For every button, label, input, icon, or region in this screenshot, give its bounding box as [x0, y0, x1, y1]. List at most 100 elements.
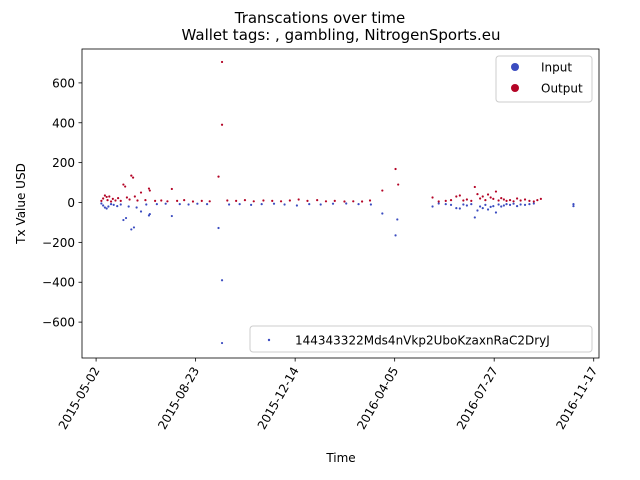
output-point — [226, 199, 229, 202]
output-point — [100, 199, 103, 203]
output-point — [130, 174, 133, 177]
input-point — [455, 206, 458, 210]
input-point — [572, 203, 575, 206]
output-point — [154, 199, 157, 203]
input-point — [127, 205, 130, 208]
input-point — [130, 228, 133, 231]
input-point — [148, 212, 151, 216]
input-point — [196, 202, 199, 205]
input-point — [479, 205, 482, 208]
input-point — [122, 218, 125, 222]
input-point — [145, 203, 148, 206]
output-point — [444, 199, 447, 203]
input-point — [124, 216, 128, 220]
output-point — [532, 200, 535, 203]
input-point — [109, 203, 113, 206]
output-point — [139, 191, 143, 194]
input-point — [502, 204, 505, 207]
output-point — [381, 189, 384, 192]
output-point — [103, 194, 106, 197]
input-point — [308, 203, 311, 206]
legend-output-marker — [511, 84, 519, 92]
output-point — [539, 197, 542, 201]
output-point — [252, 200, 255, 203]
output-series — [100, 60, 542, 203]
legend-input-marker — [511, 63, 519, 71]
output-point — [160, 199, 163, 202]
output-point — [131, 176, 135, 179]
input-point — [484, 203, 487, 206]
input-point — [473, 216, 476, 219]
output-point — [397, 183, 400, 186]
output-point — [449, 199, 453, 202]
input-point — [272, 202, 276, 205]
output-point — [133, 195, 136, 198]
output-point — [243, 199, 247, 202]
input-point — [102, 204, 105, 207]
plot-area — [81, 48, 600, 359]
input-point — [476, 209, 479, 212]
input-point — [155, 203, 158, 206]
output-point — [208, 200, 211, 203]
input-point — [164, 202, 167, 205]
output-point — [519, 199, 522, 202]
output-point — [479, 197, 482, 200]
output-point — [105, 195, 108, 199]
input-point — [107, 205, 110, 208]
output-point — [394, 167, 397, 171]
legend-output-label: Output — [541, 82, 583, 96]
input-point — [458, 207, 461, 210]
input-point — [497, 203, 500, 206]
x-tick-label: 2016-04-05 — [354, 365, 401, 432]
legend-wallet-marker — [267, 338, 271, 342]
output-point — [486, 193, 490, 196]
output-point — [109, 200, 113, 203]
output-point — [220, 123, 224, 126]
input-point — [112, 203, 115, 206]
output-point — [494, 190, 498, 193]
output-point — [106, 199, 109, 202]
output-point — [124, 185, 127, 188]
output-point — [200, 199, 203, 203]
output-point — [462, 199, 465, 202]
output-point — [306, 199, 309, 203]
input-point — [515, 204, 519, 208]
output-point — [176, 199, 179, 203]
input-point — [512, 202, 515, 205]
output-point — [108, 195, 111, 198]
output-point — [220, 60, 224, 64]
x-tick-label: 2015-12-14 — [255, 365, 302, 432]
x-tick-label: 2016-07-27 — [454, 365, 501, 432]
output-point — [470, 199, 473, 203]
y-tick-label: −400 — [42, 276, 75, 290]
y-tick-label: 0 — [67, 196, 75, 210]
input-point — [381, 212, 384, 215]
output-point — [125, 196, 129, 199]
input-point — [500, 205, 503, 208]
input-point — [178, 203, 181, 206]
input-point — [431, 205, 434, 208]
y-tick-label: 200 — [52, 156, 75, 170]
legend-top: Input Output — [495, 55, 593, 103]
output-point — [343, 200, 346, 203]
output-point — [262, 199, 265, 202]
input-point — [528, 203, 531, 206]
output-point — [536, 199, 539, 202]
x-tick-label: 2015-05-02 — [56, 365, 103, 432]
input-point — [505, 203, 508, 206]
output-point — [316, 199, 319, 202]
x-tick-label: 2016-11-17 — [553, 365, 600, 432]
output-point — [119, 199, 122, 203]
input-point — [217, 226, 220, 230]
legend-wallet-label: 144343322Mds4nVkp2UboKzaxnRaC2DryJ — [295, 334, 550, 348]
input-point — [220, 279, 224, 282]
input-point — [486, 208, 490, 211]
input-point — [357, 203, 360, 206]
output-point — [492, 197, 495, 201]
output-point — [458, 194, 461, 197]
chart-subtitle: Wallet tags: , gambling, NitrogenSports.… — [182, 26, 501, 44]
y-tick-label: −600 — [42, 316, 75, 330]
output-point — [497, 199, 500, 202]
output-point — [455, 195, 458, 198]
